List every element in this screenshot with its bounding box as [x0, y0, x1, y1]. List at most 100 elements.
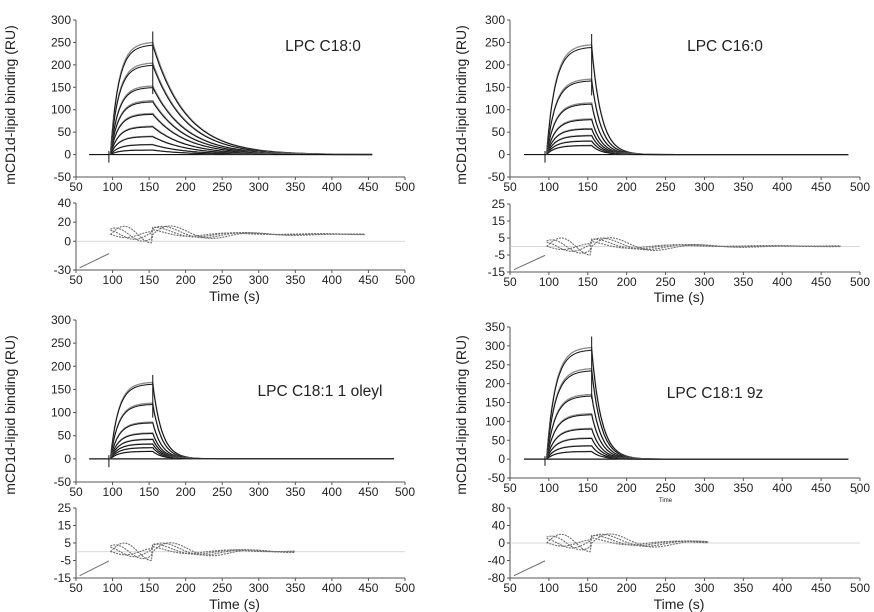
resid-x-tick-label: 300: [249, 581, 269, 595]
resid-x-tick-label: 350: [285, 581, 305, 595]
x-axis-label: Time (s): [209, 288, 260, 304]
x-tick-label: 450: [811, 481, 831, 495]
x-tick-label: 500: [395, 485, 415, 499]
fit-curve: [547, 120, 849, 155]
resid-y-tick-label: 0: [64, 234, 71, 248]
x-tick-label: 250: [656, 180, 676, 194]
resid-x-tick-label: 450: [811, 275, 831, 289]
data-curve: [547, 438, 849, 459]
resid-x-tick-label: 250: [656, 581, 676, 595]
data-curve: [110, 63, 372, 155]
y-tick-label: 250: [51, 336, 71, 350]
y-tick-label: 250: [485, 358, 505, 372]
x-tick-label: 100: [539, 180, 559, 194]
fit-curve: [547, 452, 849, 460]
resid-y-tick-label: 20: [58, 215, 72, 229]
x-tick-label: 100: [103, 485, 123, 499]
resid-x-tick-label: 250: [212, 581, 232, 595]
panel-lpc-c16-0: LPC C16:0 mCD1d-lipid binding (RU) Time (s…: [453, 13, 870, 305]
x-tick-label: 450: [358, 180, 378, 194]
resid-x-tick-label: 500: [850, 581, 870, 595]
y-axis-label: mCD1d-lipid binding (RU): [2, 335, 18, 495]
data-curve: [547, 446, 849, 459]
fit-curve: [547, 146, 849, 155]
resid-y-tick-label: 0: [498, 536, 505, 550]
y-tick-label: 100: [51, 103, 71, 117]
x-axis-label: Time (s): [209, 596, 260, 612]
fit-curve: [547, 396, 849, 459]
resid-x-tick-label: 350: [733, 581, 753, 595]
data-curve: [547, 141, 849, 155]
x-tick-label: 200: [176, 485, 196, 499]
resid-y-tick-label: 25: [492, 197, 506, 211]
y-axis-label: mCD1d-lipid binding (RU): [2, 25, 18, 185]
x-tick-label: 150: [578, 481, 598, 495]
resid-x-tick-label: 150: [139, 581, 159, 595]
resid-x-tick-label: 350: [733, 275, 753, 289]
x-tick-label: 100: [103, 180, 123, 194]
y-tick-label: 100: [485, 103, 505, 117]
x-tick-label: 250: [656, 481, 676, 495]
x-small-label: Time: [659, 498, 673, 504]
resid-x-tick-label: 50: [503, 581, 517, 595]
fit-curve: [110, 448, 394, 459]
resid-x-tick-label: 300: [249, 273, 269, 287]
x-tick-label: 250: [212, 180, 232, 194]
resid-x-tick-label: 50: [69, 581, 83, 595]
resid-x-tick-label: 500: [395, 581, 415, 595]
x-tick-label: 350: [285, 180, 305, 194]
y-tick-label: 0: [498, 148, 505, 162]
x-tick-label: 150: [578, 180, 598, 194]
data-curve: [110, 448, 394, 459]
resid-x-tick-label: 200: [617, 275, 637, 289]
panel-title: LPC C18:0: [285, 38, 361, 55]
panel-lpc-c18-1-oleyl: LPC C18:1 1 oleylmCD1d-lipid binding (RU…: [2, 313, 415, 612]
fit-curve: [547, 439, 849, 460]
resid-y-tick-label: 25: [58, 501, 72, 515]
resid-x-tick-label: 400: [322, 581, 342, 595]
resid-y-tick-label: 40: [58, 196, 72, 210]
resid-x-tick-label: 450: [358, 581, 378, 595]
x-axis-label: Time (s): [654, 289, 705, 305]
resid-start-line: [514, 255, 545, 269]
x-axis-label: Time (s): [654, 596, 705, 612]
data-curve: [110, 451, 394, 459]
panel-lpc-c18-1-9z: LPC C18:1 9zmCD1d-lipid binding (RU)Time…: [453, 320, 870, 612]
fit-curve: [110, 434, 394, 459]
x-tick-label: 200: [617, 481, 637, 495]
y-tick-label: 50: [58, 429, 72, 443]
x-tick-label: 400: [322, 180, 342, 194]
resid-x-tick-label: 50: [503, 275, 517, 289]
x-tick-label: 400: [772, 180, 792, 194]
resid-start-line: [80, 561, 109, 576]
resid-x-tick-label: 500: [850, 275, 870, 289]
y-tick-label: 200: [485, 377, 505, 391]
residual-trace: [547, 534, 709, 550]
x-tick-label: 150: [139, 485, 159, 499]
panel-lpc-c18-0: LPC C18:0 mCD1d-lipid binding (RU) Time (s…: [2, 13, 415, 304]
y-tick-label: 100: [485, 414, 505, 428]
x-tick-label: 500: [850, 481, 870, 495]
fit-curve: [547, 415, 849, 459]
resid-x-tick-label: 250: [656, 275, 676, 289]
resid-y-tick-label: 15: [492, 214, 506, 228]
resid-y-tick-label: -5: [494, 248, 505, 262]
y-tick-label: 300: [485, 13, 505, 27]
x-small-mark: s: [855, 490, 858, 496]
x-tick-label: 150: [139, 180, 159, 194]
y-axis-label: mCD1d-lipid binding (RU): [453, 335, 469, 495]
y-tick-label: 150: [51, 382, 71, 396]
y-tick-label: 50: [492, 125, 506, 139]
fit-curve: [110, 452, 394, 459]
x-tick-label: 400: [772, 481, 792, 495]
fit-curve: [547, 446, 849, 459]
y-tick-label: 200: [485, 58, 505, 72]
y-tick-label: 150: [485, 80, 505, 94]
x-tick-label: 350: [733, 180, 753, 194]
resid-x-tick-label: 100: [539, 581, 559, 595]
resid-x-tick-label: 450: [811, 581, 831, 595]
y-tick-label: 250: [51, 35, 71, 49]
x-tick-label: 100: [539, 481, 559, 495]
y-tick-label: 200: [51, 359, 71, 373]
resid-x-tick-label: 400: [772, 581, 792, 595]
